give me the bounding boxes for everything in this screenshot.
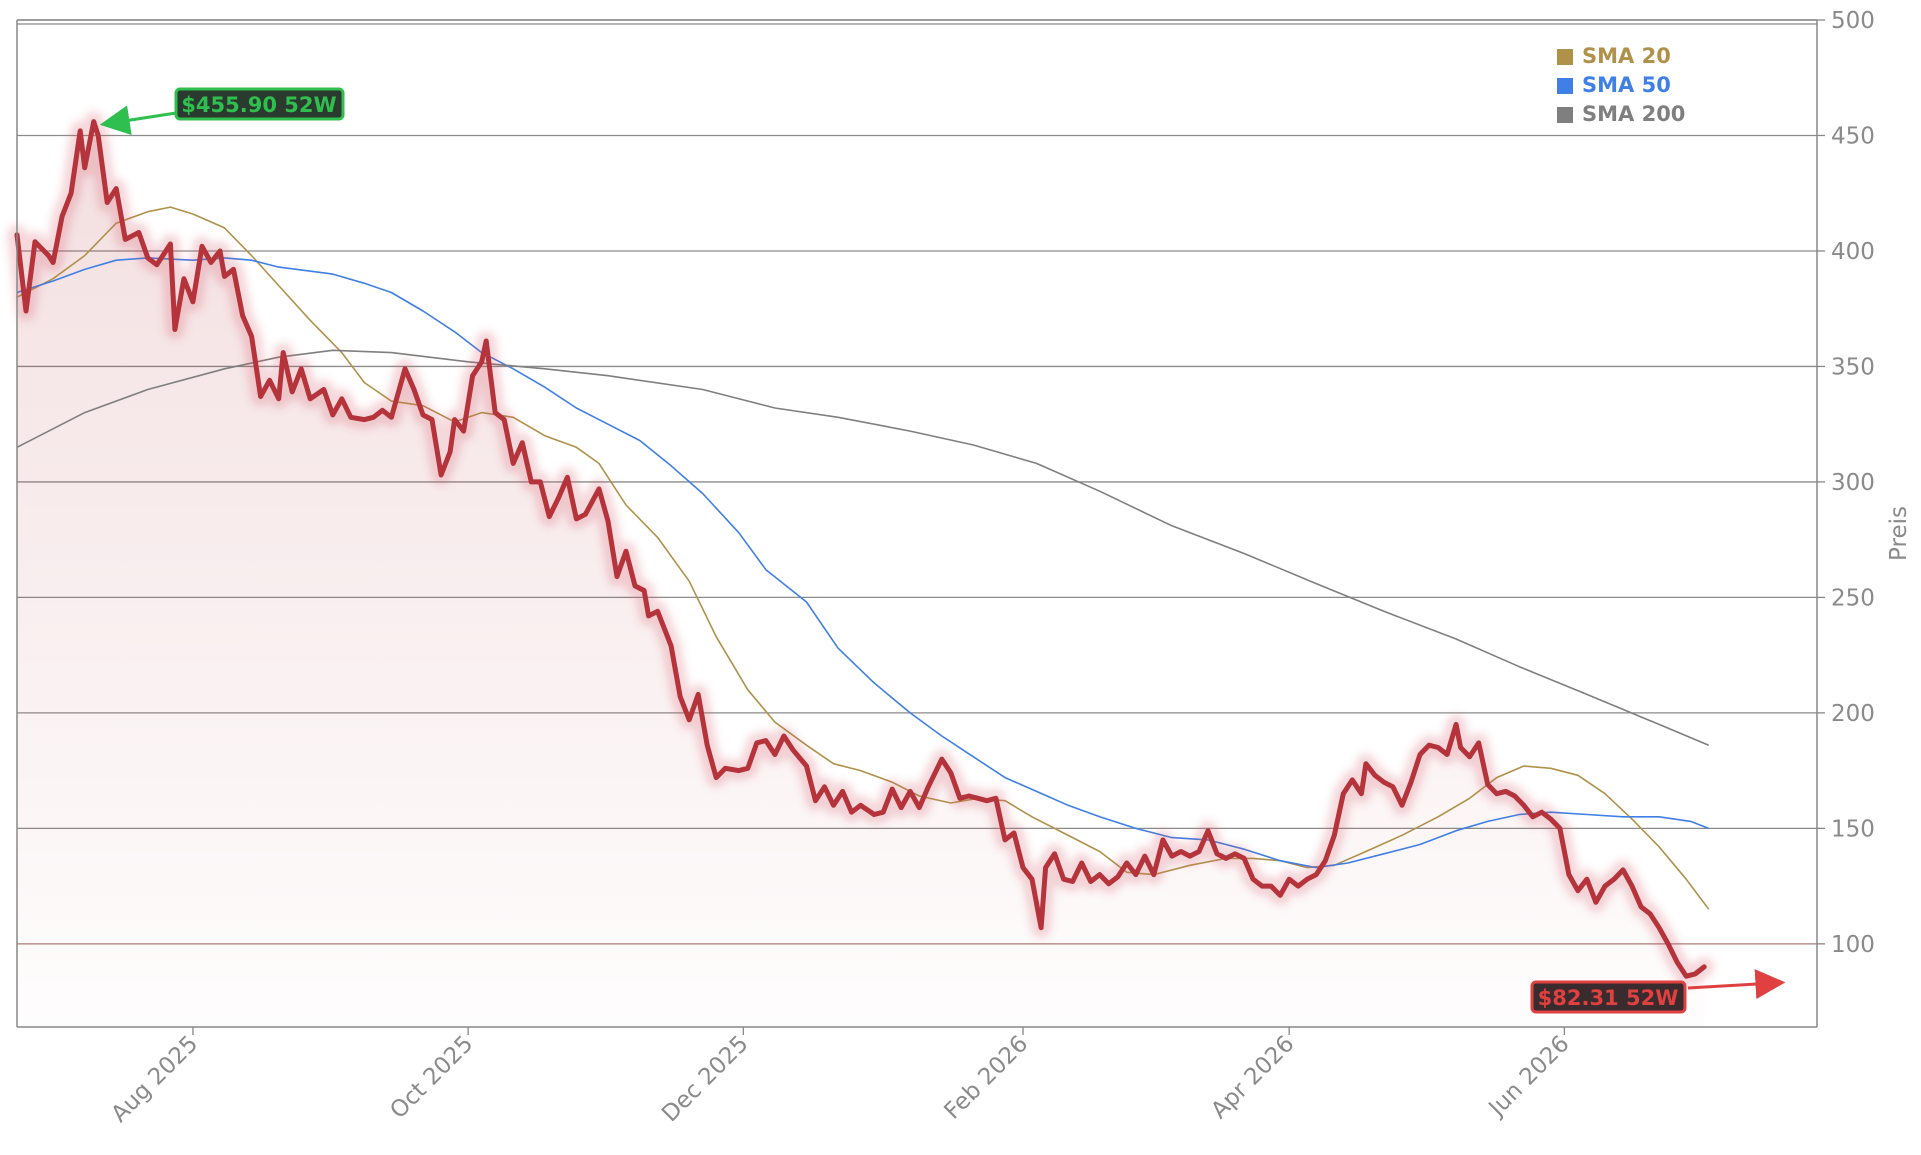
y-tick-label: 450 [1831,123,1875,149]
line-sma-50 [16,257,1709,869]
legend-label: SMA 50 [1582,73,1671,97]
line-price [14,119,1707,979]
legend-swatch [1557,107,1573,123]
legend-swatch [1557,49,1573,65]
x-axis: Aug 2025 Oct 2025 Dec 2025 Feb 2026 Apr 2026… [106,1027,1575,1128]
legend-label: SMA 20 [1582,44,1671,68]
x-tick-label: Oct 2025 [385,1031,478,1124]
legend-label: SMA 200 [1582,102,1685,126]
x-tick-label: Apr 2026 [1206,1031,1299,1124]
low-badge [1530,980,1687,1014]
line-sma-20 [16,206,1710,910]
y-tick-label: 500 [1831,8,1875,34]
high-badge-label: $455.90 52W [181,93,336,117]
x-tick-label: Dec 2025 [657,1031,753,1127]
x-tick-label: Jun 2026 [1483,1031,1575,1123]
legend-swatch [1557,78,1573,94]
y-tick-label: 200 [1831,701,1875,727]
high-badge [174,87,345,121]
price-area-fill [17,121,1705,1028]
low-badge-label: $82.31 52W [1538,986,1679,1010]
price-area [17,121,1705,1028]
x-tick-label: Aug 2025 [106,1031,203,1128]
y-tick-label: 350 [1831,354,1875,380]
legend: SMA 20 SMA 50 SMA 200 [1557,44,1685,126]
y-axis: 100 150 200 250 300 350 400 450 500 [1817,8,1875,958]
y-tick-label: 150 [1831,816,1875,842]
y-tick-label: 300 [1831,470,1875,496]
low-arrow [1687,969,1786,1000]
annotations: $455.90 52W $82.31 52W [99,87,1786,1014]
y-tick-label: 400 [1831,239,1875,265]
series-lines [7,111,1715,987]
high-arrow [99,105,177,136]
plot-frame [16,19,1818,1028]
y-axis-title: Preis [1886,506,1912,561]
x-tick-label: Feb 2026 [940,1031,1034,1125]
y-tick-label: 250 [1831,585,1875,611]
y-tick-label: 100 [1831,932,1875,958]
